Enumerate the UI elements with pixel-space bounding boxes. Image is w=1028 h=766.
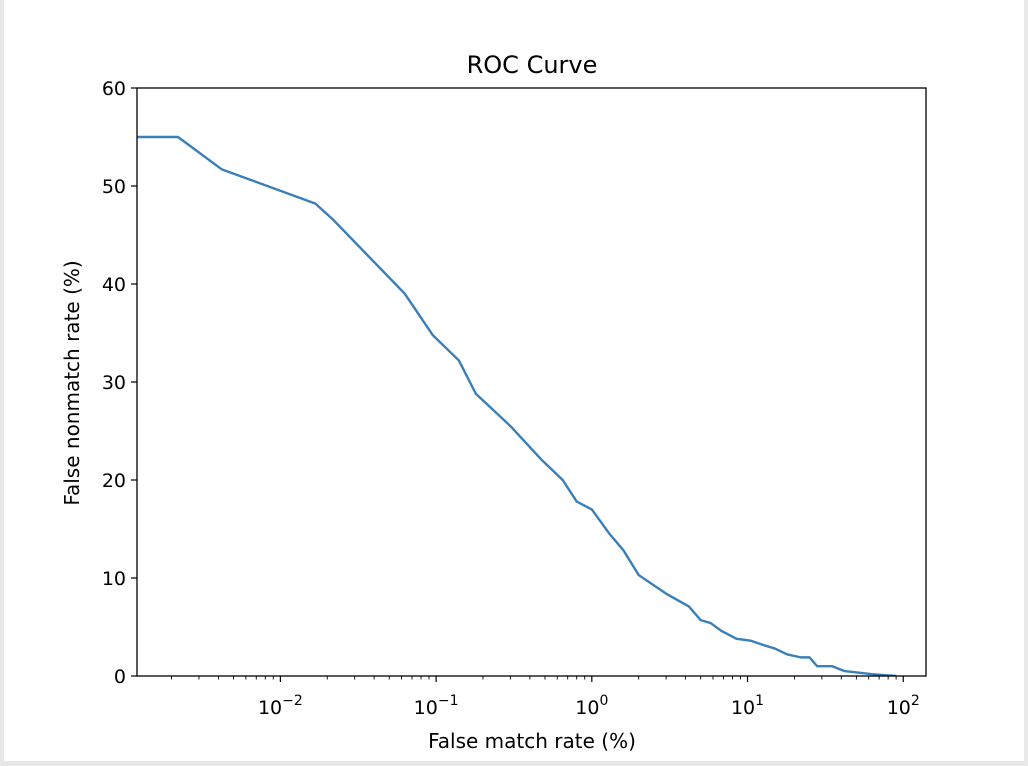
x-tick-label-4: 102 (887, 693, 920, 719)
y-tick-label-20: 20 (102, 470, 126, 492)
plot-area (136, 87, 927, 677)
x-axis-label: False match rate (%) (428, 729, 636, 753)
x-axis: 10−2 10−1 100 101 102 (171, 676, 920, 719)
y-tick-label-10: 10 (102, 568, 126, 590)
x-tick-label-0: 10−2 (258, 693, 303, 719)
y-tick-label-50: 50 (102, 176, 126, 198)
y-tick-label-40: 40 (102, 274, 126, 296)
x-tick-label-1: 10−1 (414, 693, 459, 719)
chart-title: ROC Curve (467, 51, 598, 79)
y-tick-label-30: 30 (102, 372, 126, 394)
y-axis: 0 10 20 30 40 50 60 (102, 78, 137, 688)
x-tick-label-2: 100 (575, 693, 608, 719)
x-tick-label-3: 101 (731, 693, 764, 719)
plot-frame (136, 87, 927, 677)
y-tick-label-60: 60 (102, 78, 126, 100)
y-tick-label-0: 0 (114, 666, 126, 688)
series-line-0 (137, 135, 897, 676)
y-axis-label: False nonmatch rate (%) (60, 260, 84, 505)
